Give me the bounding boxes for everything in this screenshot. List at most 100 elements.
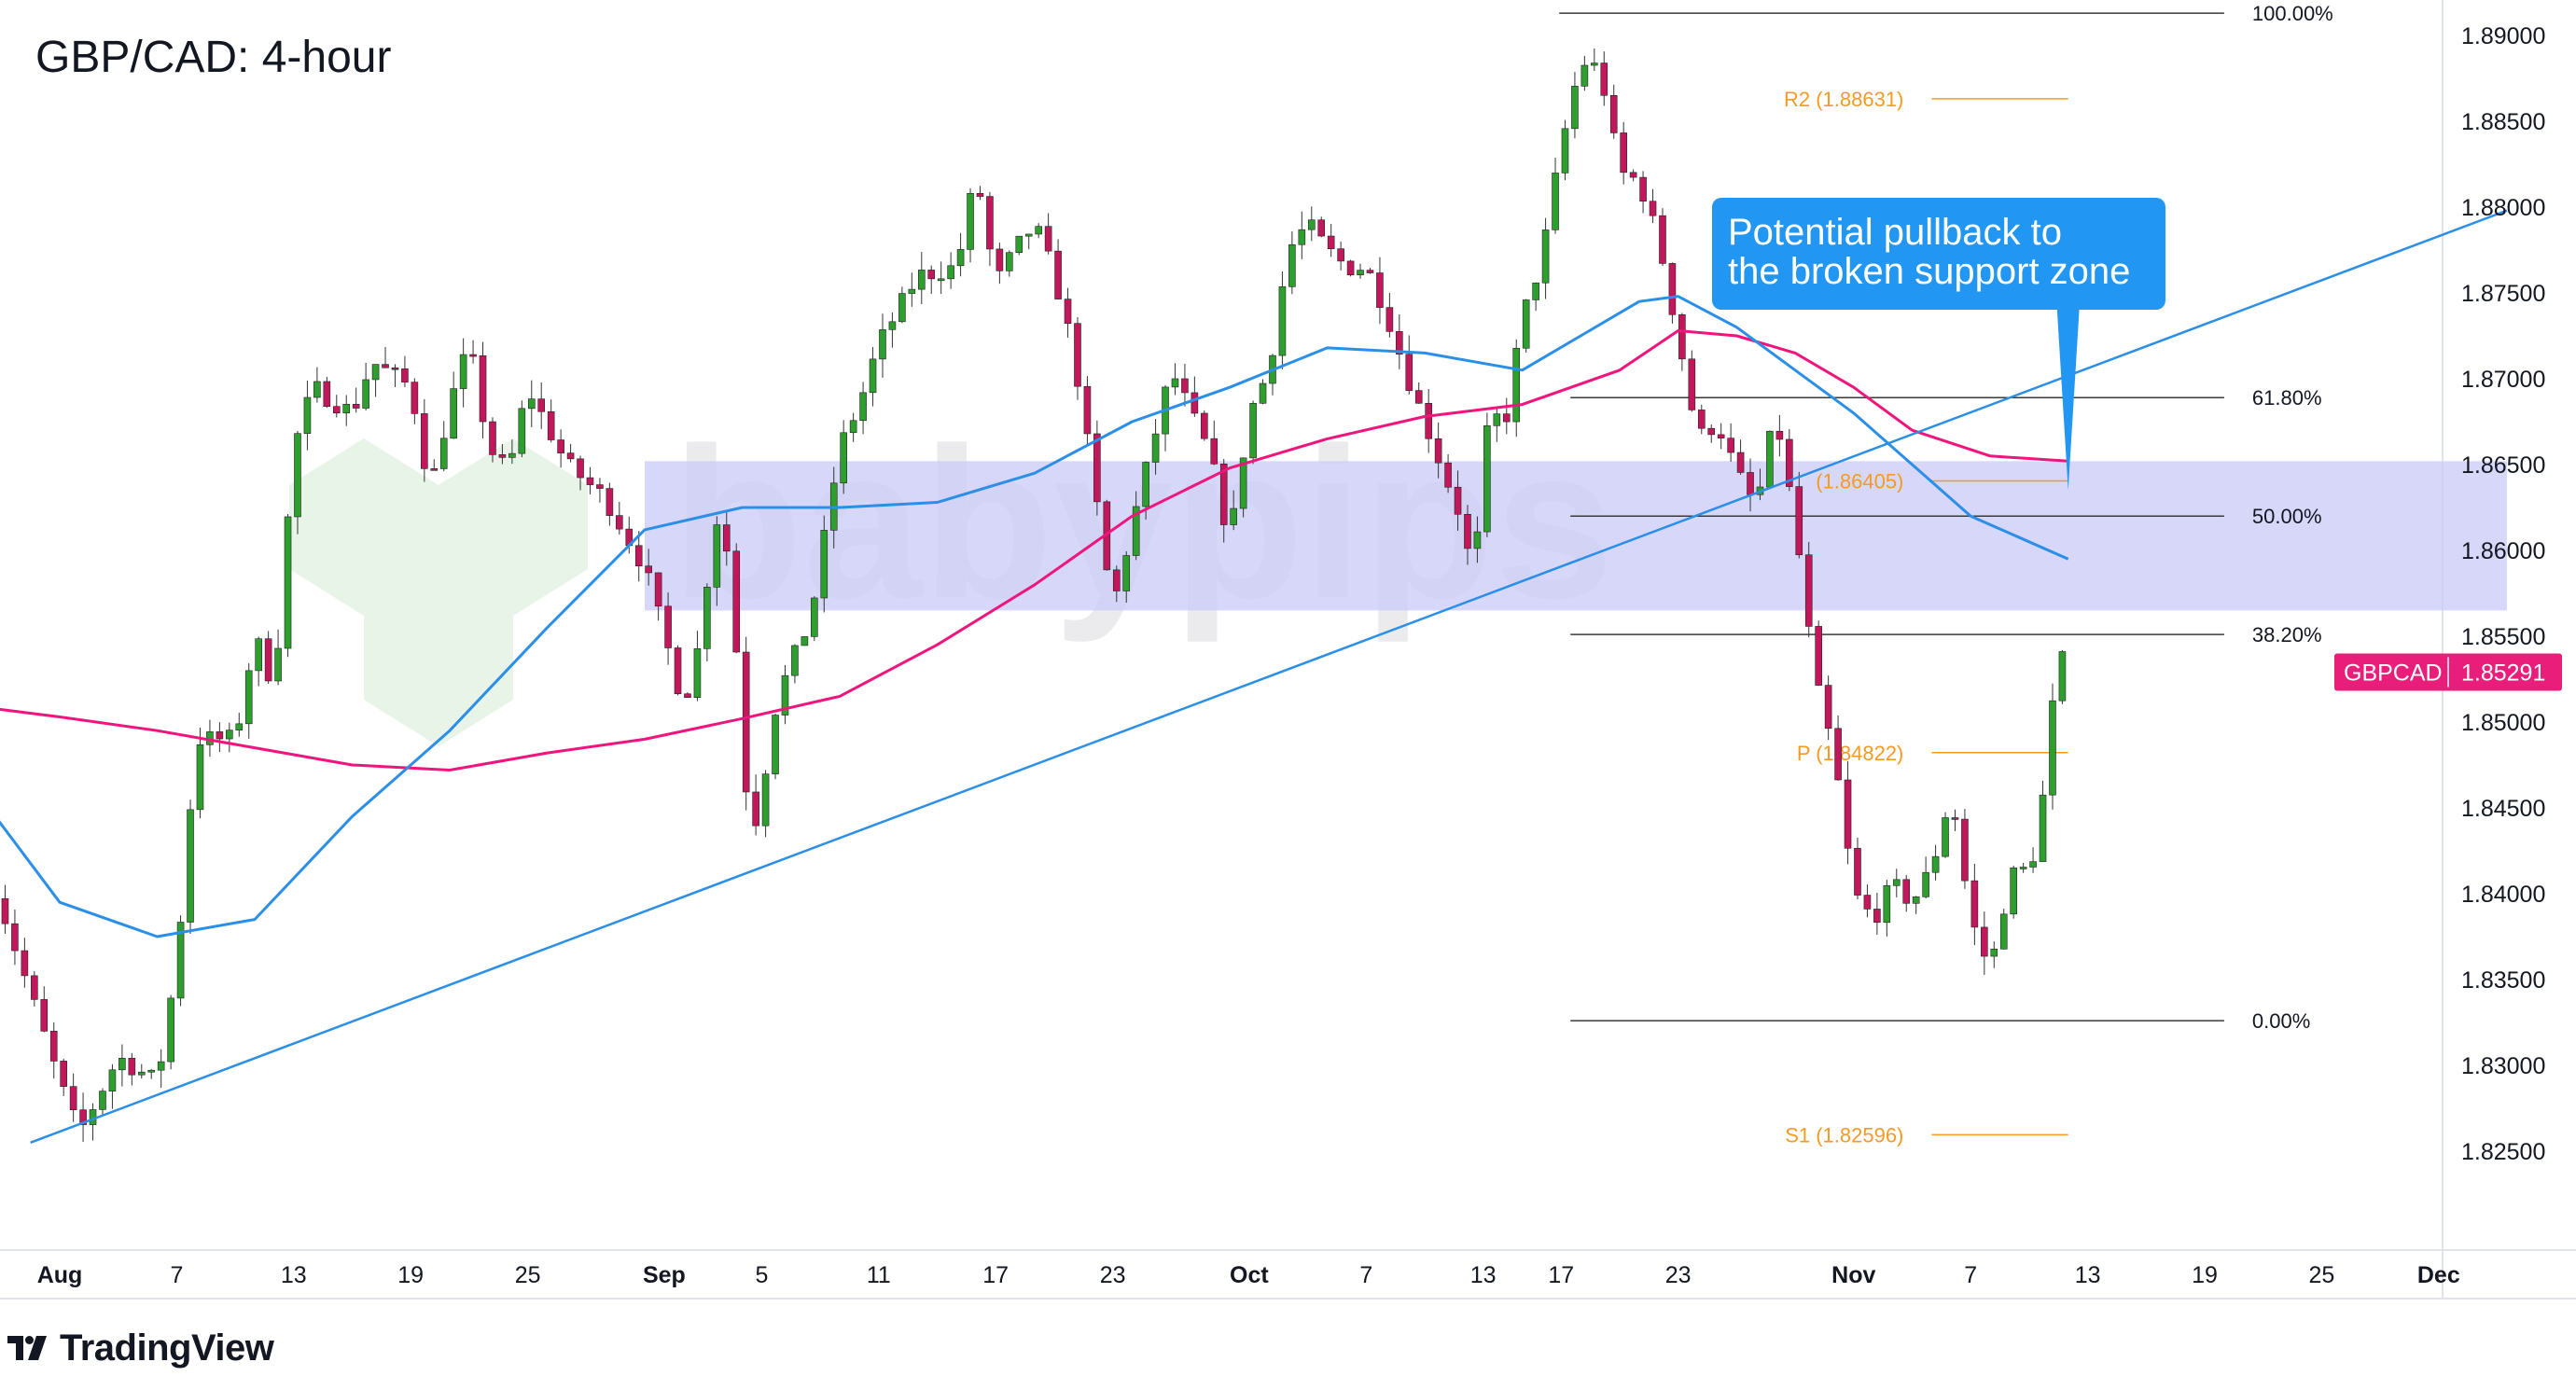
candle-body <box>167 997 174 1063</box>
candle-body <box>1201 412 1208 439</box>
candle-body <box>1659 215 1666 264</box>
candle-body <box>118 1057 126 1071</box>
candle-body <box>255 638 262 672</box>
broken-support-zone <box>645 461 2507 611</box>
candle-body <box>1249 402 1257 459</box>
price-tick-label: 1.84500 <box>2461 796 2545 822</box>
candle-body <box>439 438 448 469</box>
fib-level-label: 0.00% <box>2252 1009 2310 1033</box>
candle-body <box>303 396 312 434</box>
candle-body <box>216 731 224 740</box>
candle-body <box>1892 879 1901 886</box>
candle-body <box>1541 229 1550 284</box>
candle-body <box>1922 871 1929 897</box>
candle-body <box>352 404 360 409</box>
candle-body <box>927 270 936 280</box>
time-axis[interactable]: Aug 7 13 19 25 Sep 5 11 17 23 Oct 7 13 17 23 Nov 7 13 19 25… <box>37 1262 2460 1288</box>
candle-body <box>1327 235 1335 249</box>
fib-level-label: 38.20% <box>2252 623 2322 646</box>
candle-body <box>761 773 770 827</box>
candle-body <box>1727 438 1734 453</box>
candle-body <box>1970 880 1979 928</box>
candle-body <box>1230 507 1237 525</box>
price-tag-value: 1.85291 <box>2461 660 2545 686</box>
candle-body <box>577 458 584 479</box>
candle-body <box>1210 438 1218 465</box>
candle-body <box>1571 86 1579 130</box>
candle-body <box>21 950 29 977</box>
callout-pointer[interactable] <box>2056 308 2080 491</box>
candle-body <box>596 484 604 489</box>
candle-body <box>703 587 711 649</box>
callout-bubble[interactable] <box>1712 198 2165 310</box>
candle-body <box>1396 331 1403 354</box>
candle-body <box>2058 651 2067 702</box>
candle-body <box>479 354 487 423</box>
candle-body <box>11 923 19 952</box>
price-axis[interactable]: 1.89000 1.88500 1.88000 1.87500 1.87000 1.865… <box>2461 23 2545 1165</box>
candle-body <box>1483 425 1491 533</box>
time-tick-label: 23 <box>1665 1262 1692 1288</box>
candle-body <box>1688 358 1696 410</box>
candle-body <box>967 193 974 250</box>
candle-body <box>1951 817 1959 820</box>
pivot-layer: R2 (1.88631) (1.86405) P (1.84822) S1 (1.82… <box>1784 88 2068 1147</box>
last-price-tag: GBPCAD 1.85291 <box>2334 653 2562 691</box>
candle-body <box>137 1071 146 1076</box>
callout-text-line: the broken support zone <box>1728 251 2130 292</box>
price-tick-label: 1.85500 <box>2461 624 2545 650</box>
candle-body <box>459 354 467 389</box>
time-tick-label: 17 <box>1548 1262 1574 1288</box>
candle-body <box>996 248 1004 271</box>
candle-body <box>69 1086 77 1110</box>
candle-body <box>1278 286 1287 356</box>
candle-body <box>527 398 536 410</box>
pivot-level-label: (1.86405) <box>1816 469 1903 493</box>
candle-body <box>1620 132 1627 174</box>
candle-body <box>684 693 691 698</box>
candle-body <box>1707 427 1716 436</box>
candle-body <box>1454 486 1462 515</box>
candle-body <box>294 433 301 518</box>
candle-body <box>1112 569 1121 591</box>
time-tick-label: 17 <box>982 1262 1009 1288</box>
fib-level-label: 61.80% <box>2252 386 2322 410</box>
candle-body <box>1961 818 1969 882</box>
candle-body <box>1 897 9 924</box>
candle-body <box>1015 235 1023 254</box>
candle-body <box>1219 463 1228 525</box>
candle-body <box>947 265 954 280</box>
time-tick-label: 19 <box>2192 1262 2218 1288</box>
candle-body <box>1405 354 1413 391</box>
candle-body <box>60 1061 67 1087</box>
candle-body <box>371 364 380 381</box>
candle-body <box>1824 685 1832 730</box>
candle-body <box>1766 430 1774 488</box>
candle-body <box>1307 219 1316 230</box>
candle-body <box>722 524 731 552</box>
candle-body <box>1795 486 1803 556</box>
moving-averages-layer <box>0 295 2069 938</box>
candle-body <box>1873 909 1881 924</box>
candle-body <box>732 550 741 653</box>
candle-body <box>1580 64 1589 87</box>
candle-body <box>2019 867 2027 869</box>
pivot-level-label: S1 (1.82596) <box>1785 1123 1903 1147</box>
candle-body <box>1357 270 1364 276</box>
candle-body <box>421 413 428 469</box>
candle-body <box>1717 434 1725 438</box>
candle-body <box>1239 457 1247 509</box>
candle-body <box>401 368 409 382</box>
price-tick-label: 1.84000 <box>2461 882 2545 908</box>
candles-layer <box>1 48 2067 1142</box>
candle-body <box>645 565 652 574</box>
candle-body <box>1639 176 1647 202</box>
candle-body <box>1775 430 1784 440</box>
candle-body <box>264 638 272 682</box>
candle-body <box>313 381 321 398</box>
candle-body <box>1942 817 1949 857</box>
candle-body <box>586 477 594 485</box>
time-tick-label: 7 <box>170 1262 183 1288</box>
